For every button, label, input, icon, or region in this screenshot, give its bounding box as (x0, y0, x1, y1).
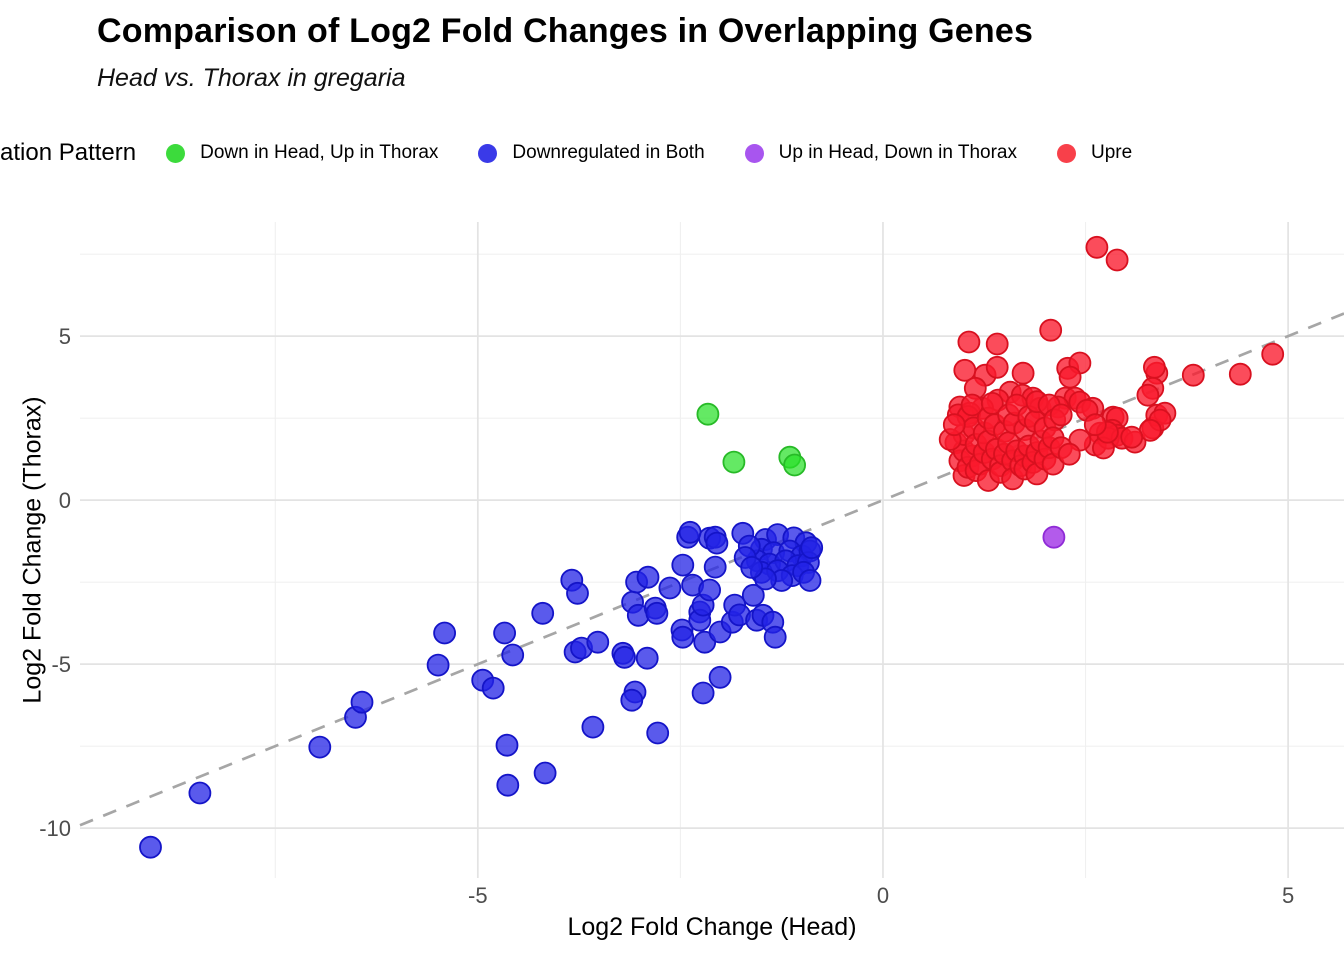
scatter-point (1181, 363, 1205, 387)
legend-item: Up in Head, Down in Thorax (744, 142, 1017, 164)
scatter-point (635, 646, 659, 670)
legend-title: ation Pattern (0, 139, 137, 166)
x-tick-label: 5 (1282, 883, 1294, 908)
scatter-point (1105, 248, 1129, 272)
legend: ation Pattern Down in Head, Up in Thorax… (0, 136, 1344, 170)
legend-swatch-icon (478, 143, 498, 163)
scatter-point (708, 665, 732, 689)
legend-label: Downregulated in Both (512, 142, 705, 163)
scatter-point (620, 688, 644, 712)
scatter-point (763, 625, 787, 649)
scatter-point (1011, 361, 1035, 385)
legend-swatch-icon (1057, 143, 1076, 163)
scatter-point (800, 536, 824, 560)
scatter-point (1039, 318, 1063, 342)
scatter-point (985, 332, 1009, 356)
scatter-point (1085, 235, 1109, 259)
scatter-point (495, 733, 519, 757)
y-axis-title: Log2 Fold Change (Thorax) (18, 396, 47, 704)
legend-swatch-icon (166, 143, 186, 163)
legend-label: Up in Head, Down in Thorax (778, 142, 1017, 163)
scatter-point (533, 761, 557, 785)
y-tick-label: -5 (51, 652, 71, 677)
x-axis-title: Log2 Fold Change (Head) (567, 913, 857, 941)
scatter-point (1143, 355, 1166, 379)
scatter-point (308, 735, 332, 759)
legend-item: Downregulated in Both (478, 142, 705, 164)
scatter-point (501, 643, 525, 667)
scatter-point (678, 520, 702, 544)
scatter-point (645, 601, 669, 625)
scatter-point (1083, 413, 1107, 437)
scatter-point (691, 681, 715, 705)
scatter-point (741, 583, 765, 607)
scatter-point (722, 450, 746, 474)
scatter-point (798, 569, 822, 592)
scatter-point (698, 578, 721, 602)
legend-item: Upre (1057, 142, 1132, 164)
scatter-point (1261, 342, 1285, 366)
scatter-point (1057, 442, 1081, 466)
legend-label: Upre (1091, 142, 1133, 163)
scatter-point (496, 773, 520, 797)
scatter-point (531, 601, 555, 625)
scatter-point (646, 721, 670, 745)
scatter-point (942, 413, 966, 437)
scatter-point (696, 402, 720, 426)
scatter-point (671, 625, 695, 649)
y-tick-label: 5 (59, 324, 71, 349)
scatter-point (493, 621, 517, 645)
x-tick-label: -5 (468, 883, 488, 908)
y-tick-label: 0 (59, 488, 71, 513)
scatter-point (433, 621, 457, 645)
chart-title: Comparison of Log2 Fold Changes in Overl… (97, 12, 1034, 50)
scatter-point (350, 690, 374, 714)
scatter-point (636, 565, 660, 589)
legend-item: Down in Head, Up in Thorax (166, 142, 438, 164)
legend-swatch-icon (744, 143, 764, 163)
chart-subtitle: Head vs. Thorax in gregaria (97, 64, 406, 92)
scatter-point (671, 553, 695, 577)
scatter-point (740, 556, 764, 579)
x-tick-label: 0 (877, 883, 889, 908)
scatter-point (613, 645, 636, 669)
scatter-point (481, 676, 505, 700)
scatter-point (1120, 425, 1144, 449)
scatter-point (581, 715, 605, 739)
legend-label: Down in Head, Up in Thorax (200, 142, 439, 163)
scatter-point (658, 576, 682, 600)
scatter-point (1136, 383, 1160, 407)
scatter-point (139, 835, 162, 859)
scatter-point (188, 781, 212, 805)
scatter-point (783, 453, 806, 477)
scatter-point (1049, 403, 1073, 427)
scatter-point (705, 531, 729, 555)
scatter-point (1228, 362, 1252, 386)
scatter-point (1058, 365, 1082, 389)
scatter-point (566, 581, 589, 605)
scatter-point (1042, 525, 1066, 549)
scatter-point (586, 630, 610, 654)
scatter-point (985, 355, 1009, 379)
scatter-point (703, 555, 727, 579)
scatter-point (426, 653, 450, 677)
y-tick-label: -10 (39, 816, 71, 841)
scatter-point (957, 330, 981, 354)
